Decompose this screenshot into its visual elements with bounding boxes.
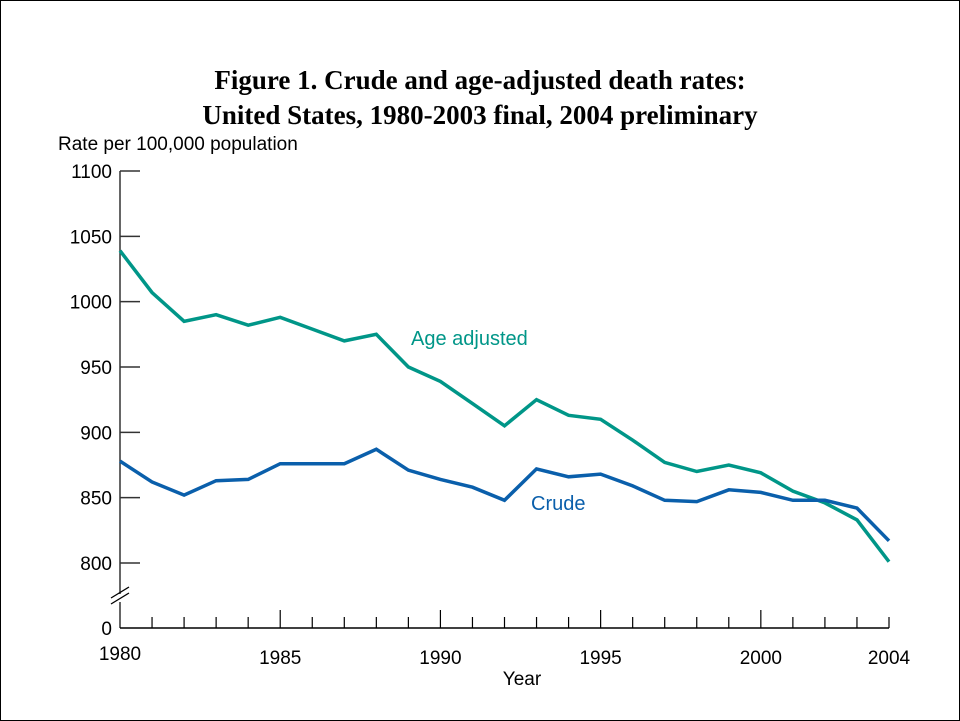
x-tick-label: 1995	[579, 648, 621, 669]
y-tick-label: 950	[80, 358, 112, 379]
x-tick-label: 2000	[740, 648, 782, 669]
x-tick-label: 1980	[99, 644, 141, 665]
series-line-crude	[119, 447, 891, 543]
chart-title: Figure 1. Crude and age-adjusted death r…	[214, 65, 746, 95]
axis-break-mark	[110, 592, 130, 605]
series-line-age-adjusted	[118, 249, 891, 563]
y-tick-label: 800	[80, 554, 112, 575]
chart-title-block: Figure 1. Crude and age-adjusted death r…	[0, 63, 960, 133]
y-tick-label: 1000	[70, 293, 112, 314]
y-ticks: 1100 1050 1000 950 900 850 800 0	[70, 162, 140, 640]
y-tick-label: 1050	[70, 227, 112, 248]
y-tick-label: 850	[80, 489, 112, 510]
series-group	[118, 249, 891, 563]
y-tick-label: 1100	[71, 162, 112, 183]
y-tick-label: 900	[80, 423, 112, 444]
x-axis-label: Year	[503, 669, 542, 690]
axis-break-mark	[110, 586, 130, 599]
chart-subtitle: United States, 1980-2003 final, 2004 pre…	[202, 100, 758, 130]
series-label-age-adjusted: Age adjusted	[411, 328, 528, 350]
axes	[110, 171, 889, 629]
series-label-crude: Crude	[531, 493, 585, 515]
x-tick-label: 1985	[259, 648, 301, 669]
y-axis-label: Rate per 100,000 population	[58, 134, 298, 155]
x-tick-label: 1990	[419, 648, 461, 669]
y-tick-label-zero: 0	[101, 619, 112, 640]
x-tick-label: 2004	[868, 648, 911, 669]
x-ticks: 1980 1985 1990 1995 2000 2004	[99, 610, 911, 669]
